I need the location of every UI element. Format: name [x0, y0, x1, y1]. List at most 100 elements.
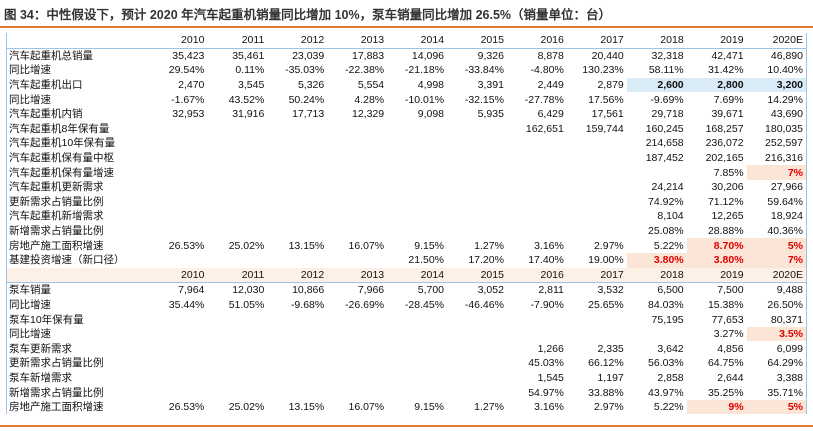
table-cell: 9,098 [417, 108, 445, 121]
table-cell: 2,449 [537, 79, 564, 92]
table-cell: 1.27% [474, 401, 504, 414]
table-cell [567, 165, 627, 180]
table-cell [267, 136, 327, 151]
table-cell: 16.07% [348, 401, 385, 414]
table-cell [567, 136, 627, 151]
table-cell: 3,200 [746, 77, 807, 93]
table-cell [207, 371, 267, 386]
table-cell: 15.38% [707, 298, 744, 311]
row-label: 汽车起重机新增需求 [9, 210, 104, 223]
table-cell: -35.03% [285, 64, 325, 77]
table-cell [148, 327, 208, 342]
table-row: 房地产施工面积增速 26.53% 25.02% 13.15% 16.07% 9.15% 1.… [7, 399, 807, 415]
table-cell: 3.16% [534, 401, 564, 414]
table-cell: 29.54% [168, 64, 205, 77]
table-cell: 74.92% [648, 195, 684, 208]
table-row: 同比增速 29.54% 0.11% -35.03% -22.38% -21.18% -33.… [7, 63, 807, 78]
column-header: 2010 [147, 33, 208, 49]
table-cell: -21.18% [404, 64, 445, 77]
table-cell: -33.84% [464, 64, 504, 77]
table-cell: 58.11% [648, 64, 684, 77]
table-cell [387, 224, 447, 239]
table-cell: 8,104 [657, 210, 684, 223]
table-row: 房地产施工面积增速 26.53% 25.02% 13.15% 16.07% 9.15% 1.… [7, 238, 807, 253]
table-cell: 236,072 [705, 137, 744, 150]
column-header: 2011 [207, 267, 268, 284]
table-cell: 64.29% [767, 357, 803, 370]
table-cell: 187,452 [645, 152, 684, 165]
table-cell: 2,470 [178, 79, 205, 92]
table-cell [207, 136, 267, 151]
table-cell: 159,744 [585, 122, 624, 135]
table-cell: 29,718 [651, 108, 684, 121]
table-cell: 35.71% [767, 386, 803, 399]
table-cell [627, 165, 687, 180]
table-cell [148, 180, 208, 195]
table-cell: 17.40% [528, 254, 564, 267]
table-cell: 7,964 [178, 284, 205, 297]
table-cell: 27,966 [770, 181, 803, 194]
table-cell: 6,500 [657, 284, 684, 297]
table-row: 汽车起重机保有量增速 7.85% 7% [7, 165, 807, 180]
column-header: 2017 [566, 267, 627, 284]
row-label: 同比增速 [9, 298, 51, 311]
table-cell: 17,561 [591, 108, 624, 121]
table-cell: -10.01% [404, 93, 445, 106]
table-cell: 7% [746, 165, 807, 180]
table-cell [207, 195, 267, 210]
table-cell: 21.50% [408, 254, 445, 267]
table-cell [327, 312, 387, 327]
table-cell: 26.53% [168, 239, 205, 252]
column-header: 2014 [387, 33, 448, 49]
table-cell [148, 165, 208, 180]
table-cell: 3,052 [477, 284, 504, 297]
table-cell: 8,878 [537, 49, 564, 62]
row-label: 汽车起重机8年保有量 [9, 122, 110, 135]
table-cell [267, 356, 327, 371]
table-cell [387, 180, 447, 195]
table-cell [507, 209, 567, 224]
table-row: 新增需求占销量比例 25.08% 28.88% 40.36% [7, 224, 807, 239]
row-label: 房地产施工面积增速 [9, 239, 104, 252]
table-cell: 54.97% [528, 386, 564, 399]
table-cell: 43,690 [770, 108, 803, 121]
table-cell: 23,039 [292, 49, 325, 62]
column-header: 2020E [746, 267, 807, 284]
table-row: 汽车起重机10年保有量 214,658 236,072 252,597 [7, 136, 807, 151]
table-cell [148, 385, 208, 400]
table-cell: 7.69% [713, 93, 744, 106]
table-cell: -22.38% [345, 64, 385, 77]
table-cell: -32.15% [464, 93, 504, 106]
table-cell: 12,030 [232, 284, 265, 297]
table-cell [447, 224, 507, 239]
table-cell: 17,713 [292, 108, 325, 121]
table-cell: 3,545 [238, 79, 265, 92]
table-cell: 160,245 [645, 122, 684, 135]
table-cell: 2,858 [657, 371, 684, 384]
table-cell: 46,890 [770, 49, 803, 62]
header-row: 2010 2011 2012 2013 2014 2015 2016 2017 2018 2019… [6, 267, 807, 284]
table-row: 汽车起重机出口 2,470 3,545 5,326 5,554 4,998 3,391 2,4… [7, 77, 807, 93]
table-cell: 2,600 [626, 77, 687, 93]
row-label: 汽车起重机10年保有量 [9, 137, 116, 150]
table-cell: 9.15% [414, 239, 445, 252]
table-cell [267, 327, 327, 342]
table-cell: 252,597 [765, 137, 803, 150]
table-cell: 216,316 [765, 152, 803, 165]
table-cell [327, 327, 387, 342]
column-header: 2019 [686, 267, 747, 284]
table-cell: -7.90% [530, 298, 564, 311]
table-row: 泵车更新需求 1,266 2,335 3,642 4,856 6,099 [7, 341, 807, 356]
table-cell [207, 356, 267, 371]
table-cell: 1,197 [597, 371, 624, 384]
row-label: 汽车起重机保有量中枢 [9, 152, 114, 165]
table-cell: 2,879 [597, 79, 624, 92]
table-cell: 0.11% [235, 64, 265, 77]
table-cell: 30,206 [711, 181, 744, 194]
table-cell: -28.45% [404, 298, 445, 311]
table-cell: 8.70% [686, 238, 747, 253]
table-cell: 6,099 [776, 342, 803, 355]
table-cell: 12,329 [352, 108, 385, 121]
table-cell [507, 151, 567, 166]
table-cell [387, 312, 447, 327]
